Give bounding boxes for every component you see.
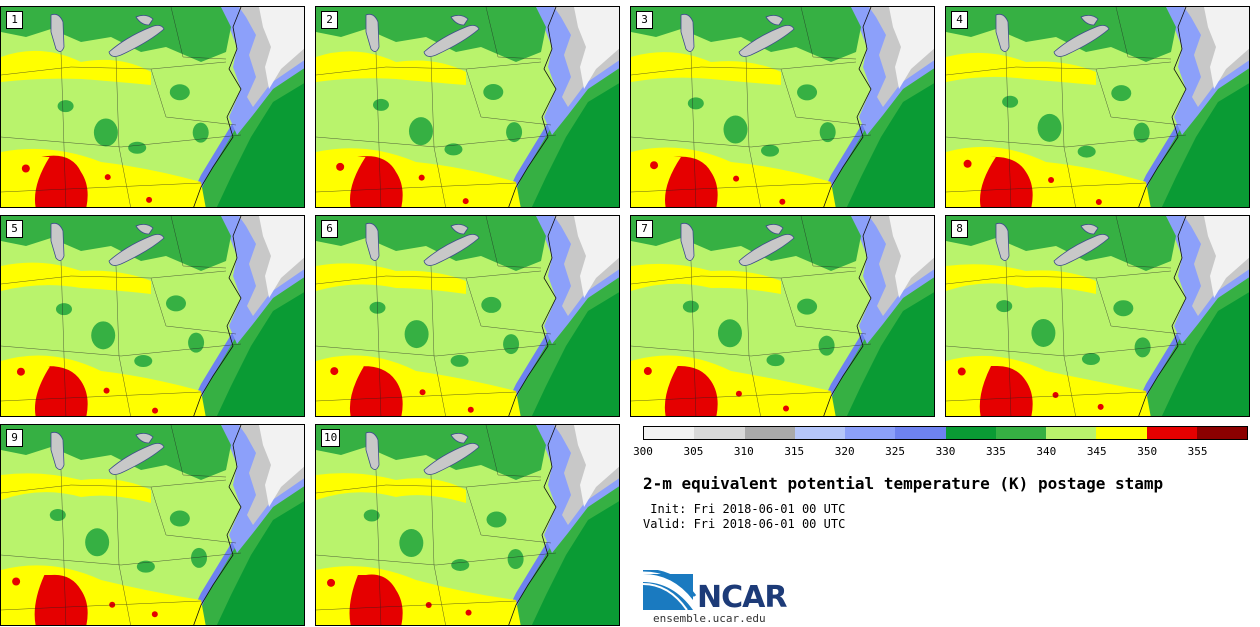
colorbar-tick-label: 315 [784, 445, 805, 458]
plot-title: 2-m equivalent potential temperature (K)… [643, 474, 1164, 493]
colorbar-bin [895, 427, 946, 439]
panel-number: 10 [321, 429, 341, 447]
colorbar-tick-label: 305 [683, 445, 704, 458]
map-panel: 3 [630, 6, 935, 208]
colorbar-tick-label: 345 [1086, 445, 1107, 458]
colorbar-tick-label: 310 [733, 445, 754, 458]
map-panel: 5 [0, 215, 305, 417]
colorbar-labels: 300 305 310 315 320 325 330 335 340 345 350 355 [633, 445, 1248, 461]
panel-number: 7 [636, 220, 653, 238]
colorbar-tick-label: 340 [1036, 445, 1057, 458]
colorbar-tick-label: 325 [885, 445, 906, 458]
colorbar-tick-label: 300 [633, 445, 653, 458]
panel-number: 4 [951, 11, 968, 29]
map-panel: 7 [630, 215, 935, 417]
logo-text: NCAR [697, 580, 787, 615]
map-panel: 2 [315, 6, 620, 208]
valid-time: Valid: Fri 2018-06-01 00 UTC [643, 517, 846, 531]
colorbar-bin [1046, 427, 1097, 439]
colorbar-bin [1096, 427, 1147, 439]
init-time: Init: Fri 2018-06-01 00 UTC [643, 502, 846, 516]
colorbar [643, 426, 1248, 440]
colorbar-tick-label: 330 [935, 445, 956, 458]
panel-number: 8 [951, 220, 968, 238]
colorbar-bin [744, 427, 795, 439]
map-panel: 8 [945, 215, 1250, 417]
panel-number: 9 [6, 429, 23, 447]
panel-number: 6 [321, 220, 338, 238]
colorbar-bin [794, 427, 845, 439]
colorbar-bin [644, 427, 695, 439]
map-panel: 4 [945, 6, 1250, 208]
colorbar-bin [995, 427, 1046, 439]
map-panel: 1 [0, 6, 305, 208]
colorbar-tick-label: 320 [834, 445, 855, 458]
colorbar-tick-label: 350 [1137, 445, 1158, 458]
colorbar-tick-label: 335 [985, 445, 1006, 458]
colorbar-bin [945, 427, 996, 439]
colorbar-bin [845, 427, 896, 439]
panel-number: 1 [6, 11, 23, 29]
map-panel: 6 [315, 215, 620, 417]
panel-number: 5 [6, 220, 23, 238]
ncar-logo-icon [643, 570, 697, 611]
colorbar-bin [1146, 427, 1197, 439]
colorbar-bin [1196, 427, 1247, 439]
map-panel: 9 [0, 424, 305, 626]
panel-number: 3 [636, 11, 653, 29]
panel-number: 2 [321, 11, 338, 29]
colorbar-tick-label: 355 [1187, 445, 1208, 458]
site-url: ensemble.ucar.edu [653, 612, 766, 625]
colorbar-bin [694, 427, 745, 439]
map-panel: 10 [315, 424, 620, 626]
